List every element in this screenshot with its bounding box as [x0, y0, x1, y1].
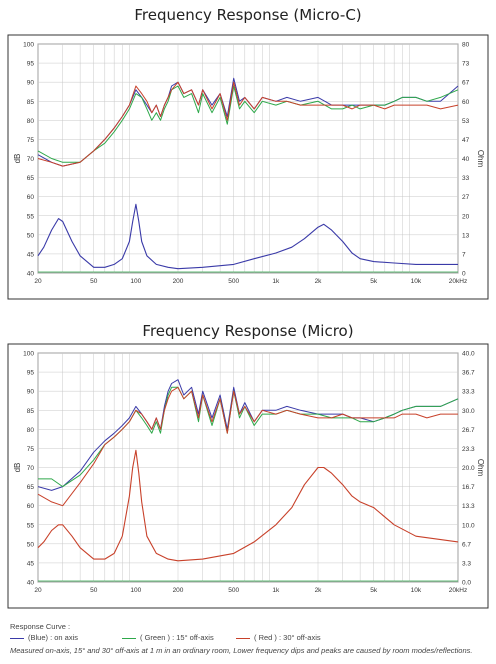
y-tick-label: 40: [27, 580, 35, 587]
response-curve-2: [37, 386, 458, 507]
y-tick-label: 45: [27, 560, 35, 567]
y-tick-label: 65: [27, 484, 35, 491]
y-tick-label: 75: [27, 446, 35, 453]
y-tick-label: 70: [27, 156, 35, 163]
legend-red-swatch: [236, 637, 250, 639]
y2-tick-label: 60: [462, 99, 470, 106]
impedance-curve: [37, 203, 458, 270]
legend-red: ( Red ) : 30° off-axis: [236, 633, 321, 642]
x-tick-label: 20: [34, 587, 42, 594]
x-tick-label: 50: [90, 587, 98, 594]
legend-green: ( Green ) : 15° off-axis: [122, 633, 214, 642]
y2-tick-label: 26.7: [462, 427, 475, 434]
chart-frame: [7, 34, 489, 300]
y2-tick-label: 3.3: [462, 560, 471, 567]
y2-tick-label: 33.3: [462, 389, 475, 396]
x-tick-label: 500: [228, 587, 239, 594]
y-tick-label: 75: [27, 137, 35, 144]
x-tick-label: 50: [90, 278, 98, 285]
legend-green-swatch: [122, 637, 136, 639]
y2-tick-label: 73: [462, 61, 470, 68]
legend-green-label: ( Green ) : 15° off-axis: [140, 633, 214, 642]
y-tick-label: 55: [27, 213, 35, 220]
x-tick-label: 200: [173, 587, 184, 594]
y2-tick-label: 10.0: [462, 522, 475, 529]
legend-blue-label: (Blue) : on axis: [28, 633, 79, 642]
y2-tick-label: 80: [462, 42, 470, 49]
y-tick-label: 80: [27, 427, 35, 434]
chart-micro: 40 45 50 55 60 65 70 75 80 85 90 95 100 0.0 3.3 6.7 10.0…: [7, 343, 489, 609]
y-axis-label: dB: [13, 154, 22, 164]
y2-tick-label: 0: [462, 271, 466, 278]
y2-tick-label: 0.0: [462, 580, 471, 587]
legend-blue: (Blue) : on axis: [10, 633, 78, 642]
y-tick-label: 40: [27, 271, 35, 278]
x-tick-label: 1k: [272, 278, 280, 285]
y-tick-label: 95: [27, 370, 35, 377]
y-tick-label: 50: [27, 232, 35, 239]
y2-tick-label: 20.0: [462, 465, 475, 472]
chart-micro-c: 40 45 50 55 60 65 70 75 80 85 90 95 100 0 7 13 20 27 33 40 4…: [7, 34, 489, 300]
measurement-note: Measured on-axis, 15° and 30° off-axis a…: [10, 646, 473, 655]
y2-axis-label: Ohm: [476, 459, 485, 477]
x-tick-label: 20: [34, 278, 42, 285]
x-tick-label: 1k: [272, 587, 280, 594]
chart-title-micro-c: Frequency Response (Micro-C): [134, 6, 362, 24]
x-tick-label: 2k: [315, 587, 323, 594]
y-tick-label: 100: [23, 351, 34, 358]
x-tick-label: 200: [173, 278, 184, 285]
y2-tick-label: 20: [462, 213, 470, 220]
y2-tick-label: 13: [462, 232, 470, 239]
y2-tick-label: 27: [462, 194, 470, 201]
y-tick-label: 60: [27, 194, 35, 201]
y-tick-label: 80: [27, 118, 35, 125]
y2-tick-label: 33: [462, 175, 470, 182]
response-curve-2: [37, 81, 459, 167]
y-tick-label: 50: [27, 541, 35, 548]
y-tick-label: 65: [27, 175, 35, 182]
y2-tick-label: 13.3: [462, 503, 475, 510]
x-tick-label: 500: [228, 278, 239, 285]
response-curve-0: [37, 379, 459, 491]
x-tick-label: 5k: [370, 587, 378, 594]
x-tick-label: 2k: [315, 278, 323, 285]
legend-red-label: ( Red ) : 30° off-axis: [254, 633, 321, 642]
response-curve-1: [37, 85, 459, 163]
chart-title-micro: Frequency Response (Micro): [142, 322, 354, 340]
y-tick-label: 85: [27, 99, 35, 106]
y2-tick-label: 47: [462, 137, 470, 144]
y-tick-label: 70: [27, 465, 35, 472]
x-tick-label: 20kHz: [449, 278, 467, 285]
y-tick-label: 45: [27, 251, 35, 258]
x-tick-label: 10k: [411, 278, 422, 285]
legend-header: Response Curve :: [10, 622, 71, 631]
x-tick-label: 100: [130, 278, 141, 285]
y2-tick-label: 67: [462, 80, 470, 87]
y-tick-label: 95: [27, 61, 35, 68]
y-tick-label: 100: [23, 42, 34, 49]
x-tick-label: 5k: [370, 278, 378, 285]
chart-frame: [7, 343, 489, 609]
y2-tick-label: 6.7: [462, 541, 471, 548]
y2-tick-label: 53: [462, 118, 470, 125]
y-tick-label: 60: [27, 503, 35, 510]
y-axis-label: dB: [13, 463, 22, 473]
y2-tick-label: 40.0: [462, 351, 475, 358]
y2-tick-label: 36.7: [462, 370, 475, 377]
y-tick-label: 90: [27, 389, 35, 396]
y2-tick-label: 40: [462, 156, 470, 163]
y2-tick-label: 16.7: [462, 484, 475, 491]
y2-tick-label: 30.0: [462, 408, 475, 415]
y-tick-label: 90: [27, 80, 35, 87]
legend-blue-swatch: [10, 637, 24, 639]
y2-tick-label: 7: [462, 251, 466, 258]
y2-axis-label: Ohm: [476, 150, 485, 168]
y2-tick-label: 23.3: [462, 446, 475, 453]
y-tick-label: 85: [27, 408, 35, 415]
y-tick-label: 55: [27, 522, 35, 529]
x-tick-label: 20kHz: [449, 587, 467, 594]
x-tick-label: 10k: [411, 587, 422, 594]
impedance-curve: [37, 449, 459, 562]
x-tick-label: 100: [130, 587, 141, 594]
